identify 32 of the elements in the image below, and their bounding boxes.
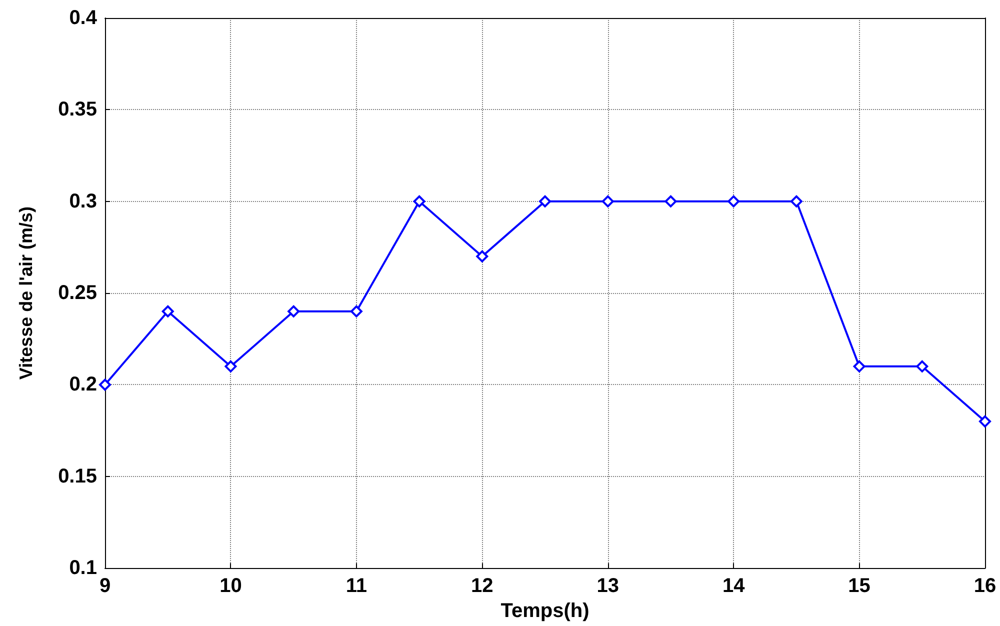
point xyxy=(602,195,614,208)
x-tick-label: 12 xyxy=(471,575,494,598)
point xyxy=(162,305,174,318)
point xyxy=(99,378,111,391)
y-tick-label: 0.1 xyxy=(69,557,97,580)
point xyxy=(476,250,488,262)
point xyxy=(979,415,991,428)
point xyxy=(916,360,928,372)
point xyxy=(853,360,866,372)
y-tick-label: 0.35 xyxy=(58,98,97,121)
y-tick-label: 0.15 xyxy=(58,465,97,488)
x-tick-label: 15 xyxy=(848,575,870,598)
x-axis-title: Temps(h) xyxy=(500,600,590,622)
x-tick-label: 11 xyxy=(346,575,368,598)
y-tick-label: 0.3 xyxy=(69,190,97,212)
y-tick-label: 0.25 xyxy=(58,282,97,304)
point xyxy=(664,195,677,208)
point xyxy=(539,195,551,208)
y-axis-title: Vitesse de l'air (m/s) xyxy=(16,206,36,380)
x-tick-label: 16 xyxy=(974,575,996,598)
point xyxy=(224,360,237,372)
point xyxy=(413,195,426,208)
x-tick-label: 14 xyxy=(722,575,746,598)
y-tick-label: 0.2 xyxy=(69,374,97,396)
x-tick-label: 13 xyxy=(596,575,619,598)
point xyxy=(288,305,300,318)
point xyxy=(350,305,362,318)
point xyxy=(790,195,802,208)
x-tick-label: 9 xyxy=(99,575,111,598)
y-tick-label: 0.4 xyxy=(69,7,98,29)
point xyxy=(728,195,740,208)
x-tick-label: 10 xyxy=(220,575,242,598)
